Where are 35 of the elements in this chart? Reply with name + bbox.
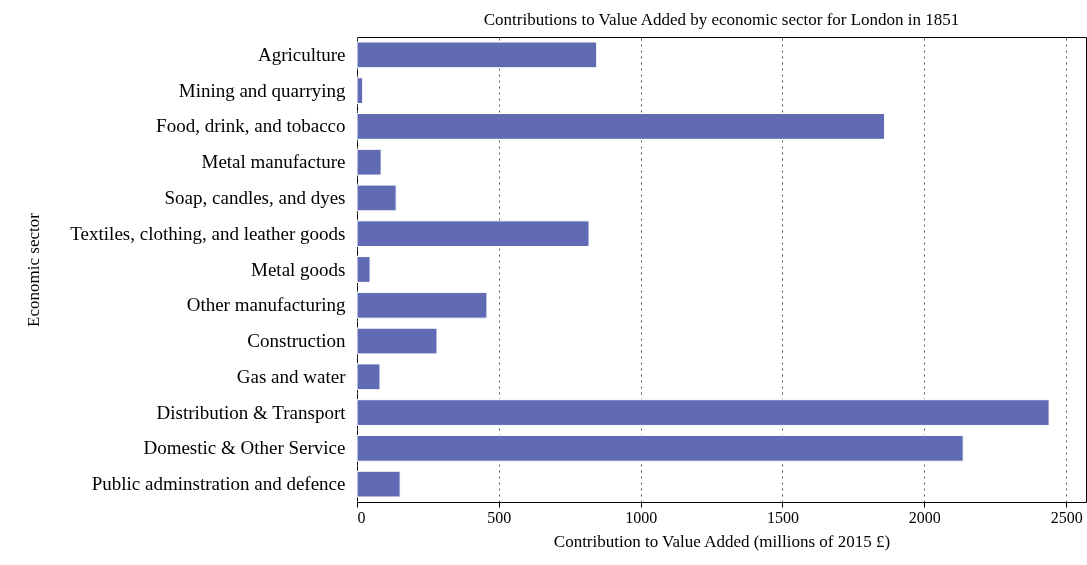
y-tick-label: Mining and quarrying — [178, 79, 346, 101]
bar — [356, 291, 488, 319]
y-tick-label: Distribution & Transport — [156, 401, 347, 423]
bar — [356, 41, 598, 69]
bar — [356, 327, 438, 355]
x-tick-label: 2500 — [1050, 508, 1083, 526]
x-tick-label: 0 — [357, 508, 366, 526]
y-tick-label: Gas and water — [236, 365, 347, 387]
bar — [356, 77, 364, 105]
bar — [356, 434, 964, 462]
y-tick-label: Other manufacturing — [186, 294, 346, 316]
x-tick-label: 500 — [487, 508, 512, 526]
y-axis-title: Economic sector — [23, 212, 43, 327]
x-tick-label: 1000 — [625, 508, 658, 526]
y-tick-label: Public adminstration and defence — [91, 473, 346, 495]
y-tick-label: Domestic & Other Service — [143, 437, 346, 459]
x-axis-title: Contribution to Value Added (millions of 2015 £) — [553, 531, 891, 551]
y-tick-label: Metal goods — [251, 258, 346, 280]
bar — [356, 220, 590, 248]
y-tick-label: Food, drink, and tobacco — [156, 115, 346, 137]
bar — [356, 148, 382, 176]
bar — [356, 470, 401, 498]
chart-title: Contributions to Value Added by economic sector for London in 1851 — [483, 10, 960, 29]
bar — [356, 363, 381, 391]
y-tick-label: Textiles, clothing, and leather goods — [70, 222, 346, 244]
bar — [356, 256, 371, 283]
x-tick-label: 2000 — [908, 508, 941, 526]
y-tick-label: Agriculture — [257, 43, 346, 65]
bar — [356, 399, 1050, 426]
y-tick-label: Soap, candles, and dyes — [164, 186, 346, 208]
y-tick-label: Construction — [247, 330, 346, 352]
bar — [356, 113, 886, 140]
bar — [356, 184, 397, 212]
y-tick-label: Metal manufacture — [201, 151, 346, 173]
x-tick-label: 1500 — [766, 508, 799, 526]
